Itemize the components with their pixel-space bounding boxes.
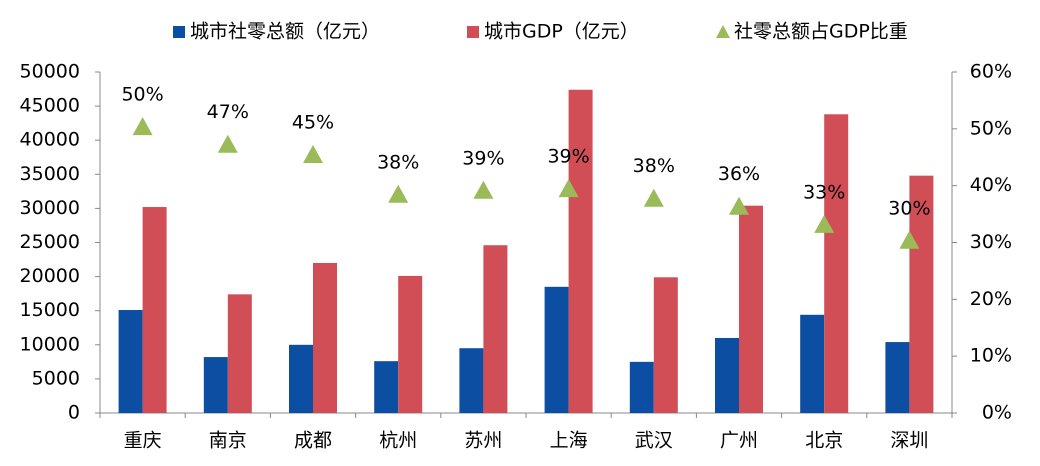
bar [715,337,739,413]
legend-swatch [173,26,185,38]
y2-tick-label: 40% [970,174,1012,196]
value-label: 45% [292,111,334,133]
marker [132,117,153,136]
y-tick-label: 5000 [32,367,80,389]
marker [217,134,238,153]
value-label: 39% [462,147,504,169]
bar [227,294,252,413]
y-tick-label: 20000 [20,265,80,287]
marker [814,214,835,233]
y2-tick-label: 50% [970,117,1012,139]
x-tick-label: 武汉 [635,430,673,452]
x-tick-label: 北京 [805,430,843,452]
bar [142,207,167,413]
y2-tick-label: 20% [970,288,1012,310]
bar [885,342,910,413]
y-tick-label: 10000 [20,333,80,355]
marker [473,180,494,199]
marker [729,196,749,215]
bar [118,310,143,413]
x-tick-label: 杭州 [379,430,417,452]
bar [459,348,484,413]
bar [483,245,508,413]
y-tick-label: 15000 [20,299,80,321]
x-tick-label: 成都 [294,430,332,452]
bar [800,314,825,413]
bar [313,262,337,413]
x-tick-label: 深圳 [890,430,928,452]
bar [398,275,423,413]
value-label: 47% [207,101,249,123]
marker [388,184,409,203]
marker [643,188,664,207]
y2-tick-label: 60% [970,61,1012,83]
bar [824,114,849,413]
x-tick-label: 上海 [550,430,588,452]
y-tick-label: 50000 [20,61,80,83]
bar [374,361,399,413]
bar [568,89,593,414]
legend-label: 城市GDP（亿元） [484,21,639,43]
y-tick-label: 40000 [20,129,80,151]
legend-swatch [467,26,479,38]
x-tick-label: 南京 [209,430,247,452]
value-label: 38% [633,155,675,177]
marker [899,230,920,249]
y2-tick-label: 0% [982,402,1012,424]
bar [544,286,569,413]
y2-tick-label: 10% [970,345,1012,367]
bar [289,344,313,413]
bar [203,357,228,413]
value-label: 38% [377,151,419,173]
y-tick-label: 25000 [20,231,80,253]
y2-tick-label: 30% [970,231,1012,253]
value-label: 33% [803,181,845,203]
marker [303,144,323,163]
value-label: 39% [547,146,589,168]
x-tick-label: 苏州 [464,430,502,452]
bar [739,205,763,413]
legend-swatch [716,25,730,38]
bar [653,277,678,413]
value-label: 36% [718,163,760,185]
y-tick-label: 35000 [20,163,80,185]
x-tick-label: 重庆 [124,430,162,452]
y-tick-label: 0 [68,402,80,424]
y-tick-label: 30000 [20,197,80,219]
bar [629,361,654,413]
marker [558,179,579,198]
y-tick-label: 45000 [20,95,80,117]
legend-label: 社零总额占GDP比重 [734,21,908,43]
value-label: 50% [121,84,163,106]
bar [909,175,934,413]
x-tick-label: 广州 [720,430,758,452]
legend-label: 城市社零总额（亿元） [190,21,380,43]
value-label: 30% [888,197,930,219]
